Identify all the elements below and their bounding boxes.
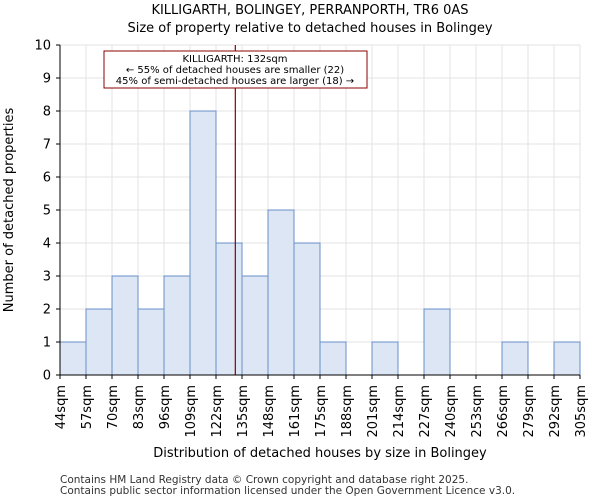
- x-tick-label: 44sqm: [54, 385, 69, 429]
- y-tick-label: 9: [43, 72, 51, 87]
- bars: [59, 110, 581, 376]
- y-tick-label: 3: [43, 270, 51, 285]
- annotation-line-1: KILLIGARTH: 132sqm: [183, 54, 288, 65]
- bar-122sqm: [215, 242, 243, 376]
- x-tick-label: 57sqm: [80, 385, 95, 429]
- y-tick-label: 0: [43, 369, 51, 384]
- x-tick-label: 109sqm: [184, 385, 199, 438]
- y-tick-label: 7: [43, 138, 51, 153]
- bar-292sqm: [553, 341, 581, 376]
- annotation-line-3: 45% of semi-detached houses are larger (…: [116, 76, 354, 87]
- x-tick-label: 188sqm: [340, 385, 355, 438]
- bar-227sqm: [423, 308, 451, 376]
- bar-44sqm: [59, 341, 87, 376]
- x-tick-label: 148sqm: [262, 385, 277, 438]
- y-tick-label: 5: [43, 204, 51, 219]
- x-tick-label: 175sqm: [314, 385, 329, 438]
- bar-83sqm: [137, 308, 165, 376]
- bar-57sqm: [85, 308, 113, 376]
- y-tick-label: 2: [43, 303, 51, 318]
- x-tick-label: 240sqm: [444, 385, 459, 438]
- x-tick-label: 305sqm: [574, 385, 589, 438]
- x-tick-label: 161sqm: [288, 385, 303, 438]
- footer-line-2: Contains public sector information licen…: [60, 485, 515, 497]
- x-tick-label: 227sqm: [418, 385, 433, 438]
- y-tick-label: 4: [43, 237, 51, 252]
- x-tick-label: 214sqm: [392, 385, 407, 438]
- bar-148sqm: [267, 209, 295, 376]
- annotation-box: KILLIGARTH: 132sqm ← 55% of detached hou…: [103, 50, 368, 89]
- x-ticks: 44sqm 57sqm 70sqm 83sqm 96sqm 109sqm 122sqm 135…: [54, 375, 589, 438]
- y-axis-label: Number of detached properties: [2, 108, 17, 313]
- x-axis-label: Distribution of detached houses by size …: [153, 446, 487, 461]
- y-tick-label: 10: [34, 39, 51, 54]
- x-tick-label: 201sqm: [366, 385, 381, 438]
- y-ticks: 0 1 2 3 4 5 6 7 8 9 10: [34, 39, 60, 384]
- x-tick-label: 83sqm: [132, 385, 147, 429]
- x-tick-label: 292sqm: [548, 385, 563, 438]
- bar-266sqm: [501, 341, 529, 376]
- y-tick-label: 8: [43, 105, 51, 120]
- bar-175sqm: [319, 341, 347, 376]
- bar-70sqm: [111, 275, 139, 376]
- chart-title: KILLIGARTH, BOLINGEY, PERRANPORTH, TR6 0…: [151, 3, 468, 18]
- y-tick-label: 1: [43, 336, 51, 351]
- x-tick-label: 70sqm: [106, 385, 121, 429]
- annotation-frame: [103, 50, 368, 89]
- chart-subtitle: Size of property relative to detached ho…: [127, 21, 492, 36]
- footer-line-1: Contains HM Land Registry data © Crown c…: [60, 474, 468, 486]
- x-tick-label: 122sqm: [210, 385, 225, 438]
- y-tick-label: 6: [43, 171, 51, 186]
- bar-201sqm: [371, 341, 399, 376]
- x-tick-label: 279sqm: [522, 385, 537, 438]
- bar-96sqm: [163, 275, 191, 376]
- x-tick-label: 253sqm: [470, 385, 485, 438]
- bar-109sqm: [189, 110, 217, 376]
- x-tick-label: 135sqm: [236, 385, 251, 438]
- bar-135sqm: [241, 275, 269, 376]
- bar-161sqm: [293, 242, 321, 376]
- x-tick-label: 266sqm: [496, 385, 511, 438]
- x-tick-label: 96sqm: [158, 385, 173, 429]
- annotation-line-2: ← 55% of detached houses are smaller (22…: [126, 65, 344, 76]
